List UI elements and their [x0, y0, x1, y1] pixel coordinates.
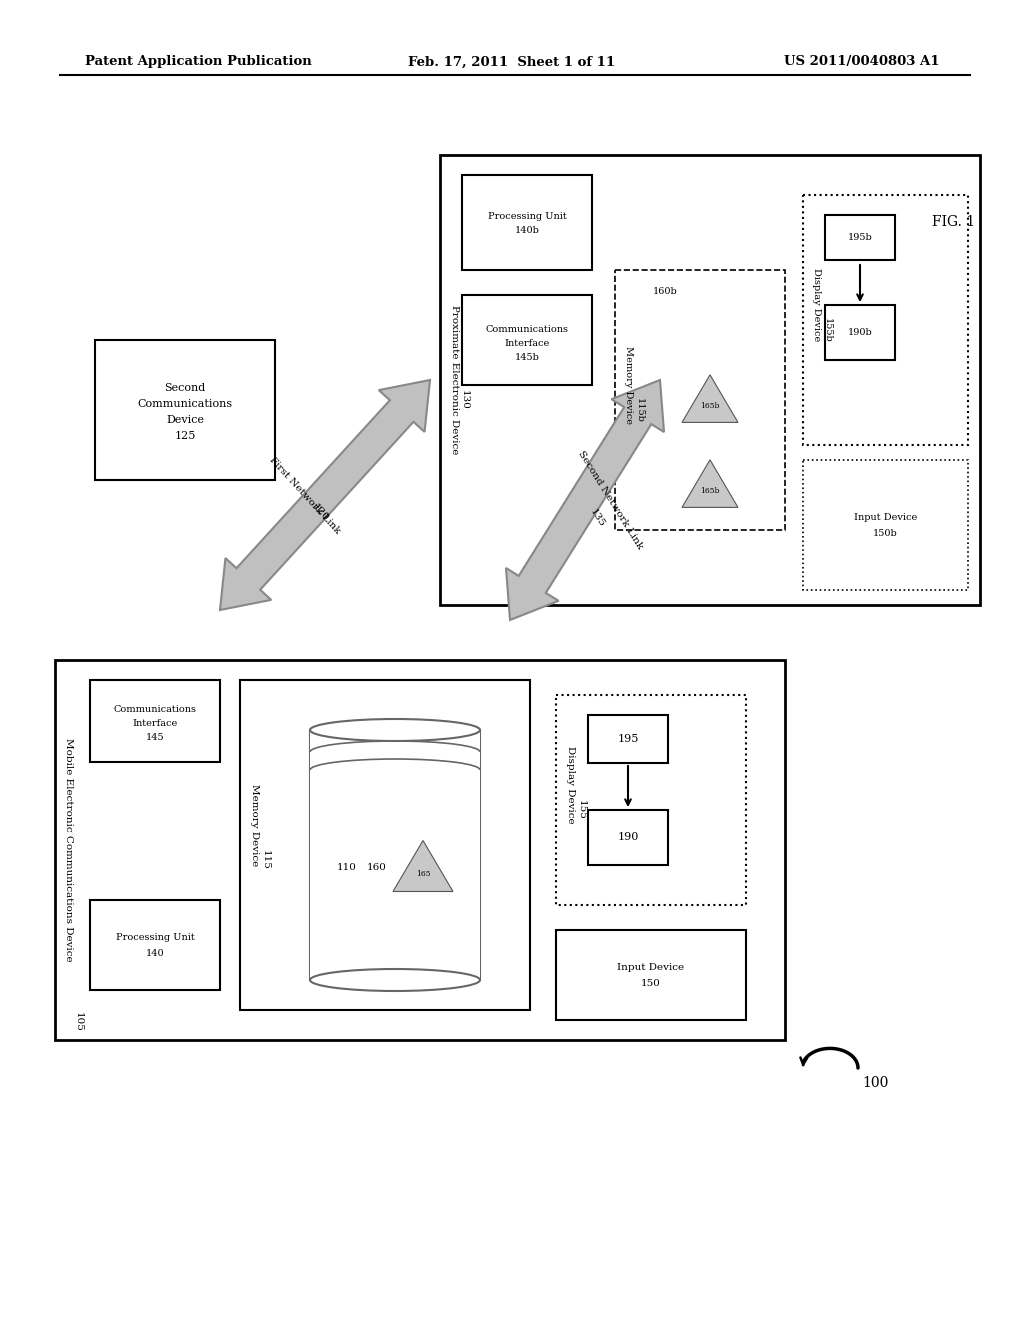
Text: Proximate Electronic Device: Proximate Electronic Device	[450, 305, 459, 454]
Text: 160b: 160b	[652, 288, 677, 297]
Text: 100: 100	[862, 1076, 888, 1090]
Text: Memory Device: Memory Device	[250, 784, 258, 866]
Text: Processing Unit: Processing Unit	[116, 932, 195, 941]
Text: 145: 145	[145, 733, 164, 742]
Text: Memory Device: Memory Device	[625, 346, 634, 424]
Polygon shape	[220, 380, 430, 610]
Text: Device: Device	[166, 414, 204, 425]
Bar	[803, 459, 968, 590]
Text: Patent Application Publication: Patent Application Publication	[85, 55, 311, 69]
Text: 140b: 140b	[515, 226, 540, 235]
Polygon shape	[506, 380, 664, 620]
Text: 150b: 150b	[873, 528, 898, 537]
Text: First Network Link: First Network Link	[268, 455, 342, 535]
Text: Communications: Communications	[137, 399, 232, 409]
Text: 145b: 145b	[515, 354, 540, 363]
Bar	[240, 680, 530, 1010]
Text: Display Device: Display Device	[565, 746, 574, 824]
Text: 115b: 115b	[635, 397, 643, 422]
Text: 105: 105	[74, 1012, 83, 1032]
Polygon shape	[682, 459, 738, 507]
Polygon shape	[682, 375, 738, 422]
Text: Second Network Link: Second Network Link	[575, 449, 644, 550]
Bar	[615, 271, 785, 531]
Bar	[95, 341, 275, 480]
Text: 165b: 165b	[700, 401, 720, 409]
Bar	[462, 294, 592, 385]
Text: 115: 115	[260, 850, 269, 870]
Bar	[825, 305, 895, 360]
Bar	[825, 215, 895, 260]
Text: Display Device: Display Device	[812, 268, 821, 342]
Bar	[90, 680, 220, 762]
Bar	[556, 696, 746, 906]
Text: 110: 110	[337, 863, 357, 873]
Text: Interface: Interface	[505, 339, 550, 348]
Text: 130: 130	[460, 391, 469, 411]
Text: 125: 125	[174, 432, 196, 441]
Bar	[556, 931, 746, 1020]
Text: Communications: Communications	[114, 705, 197, 714]
Text: 195: 195	[617, 734, 639, 744]
Text: Interface: Interface	[132, 718, 177, 727]
Text: US 2011/0040803 A1: US 2011/0040803 A1	[784, 55, 940, 69]
Polygon shape	[393, 841, 453, 891]
Text: 155b: 155b	[822, 318, 831, 342]
Text: Input Device: Input Device	[617, 962, 685, 972]
Bar	[588, 715, 668, 763]
Text: Communications: Communications	[485, 326, 568, 334]
Bar	[588, 810, 668, 865]
Ellipse shape	[310, 719, 480, 741]
Text: 155: 155	[577, 800, 586, 820]
Text: Feb. 17, 2011  Sheet 1 of 11: Feb. 17, 2011 Sheet 1 of 11	[409, 55, 615, 69]
Text: Processing Unit: Processing Unit	[487, 213, 566, 220]
Bar	[803, 195, 968, 445]
Bar	[90, 900, 220, 990]
Text: 190b: 190b	[848, 327, 872, 337]
Text: 150: 150	[641, 978, 660, 987]
Text: FIG. 1: FIG. 1	[932, 215, 975, 228]
Text: 165: 165	[416, 870, 430, 878]
Text: 195b: 195b	[848, 234, 872, 242]
Text: 190: 190	[617, 833, 639, 842]
Text: Input Device: Input Device	[854, 512, 918, 521]
Bar	[462, 176, 592, 271]
Text: 165b: 165b	[700, 487, 720, 495]
Bar	[310, 730, 480, 979]
Text: 160: 160	[367, 863, 387, 873]
Bar	[55, 660, 785, 1040]
Bar	[440, 154, 980, 605]
Text: 135: 135	[588, 507, 606, 529]
Text: 140: 140	[145, 949, 164, 957]
Text: Mobile Electronic Communications Device: Mobile Electronic Communications Device	[63, 738, 73, 962]
Ellipse shape	[310, 969, 480, 991]
Text: Second: Second	[165, 383, 206, 393]
Text: 120: 120	[310, 503, 330, 523]
